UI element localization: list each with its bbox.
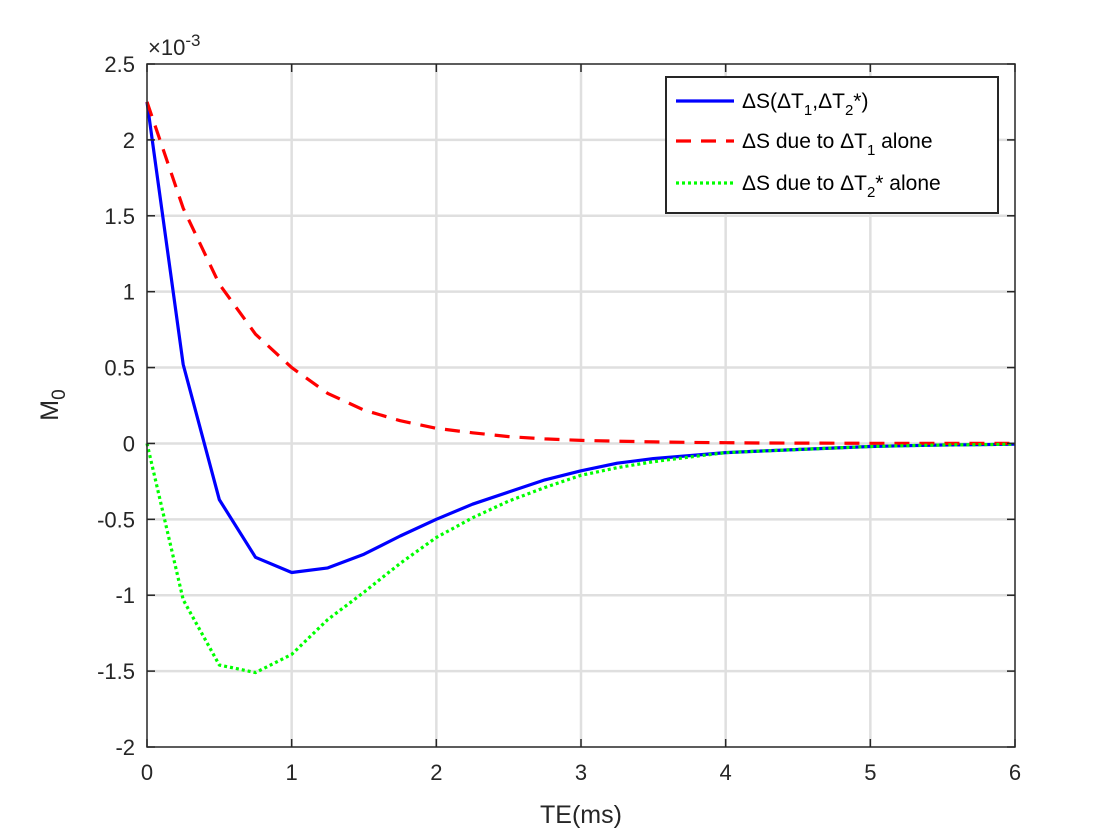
legend-label-3: ΔS due to ΔT2* alone <box>742 172 941 201</box>
y-tick-label: 2 <box>123 128 135 153</box>
x-tick-label: 5 <box>864 760 876 785</box>
ticks: 0 1 2 3 4 5 6 -2 -1.5 -1 -0.5 0 0.5 1 1.5 2 2.5 <box>97 52 1021 785</box>
legend-label-2: ΔS due to ΔT1 alone <box>742 130 933 159</box>
y-tick-label: 0.5 <box>104 356 135 381</box>
legend: ΔS(ΔT1,ΔT2*) ΔS due to ΔT1 alone ΔS due to… <box>665 76 999 214</box>
x-tick-label: 3 <box>575 760 587 785</box>
legend-label-1: ΔS(ΔT1,ΔT2*) <box>742 90 868 119</box>
y-tick-label: -0.5 <box>97 507 135 532</box>
x-tick-label: 2 <box>430 760 442 785</box>
series-lines <box>145 101 1016 675</box>
y-tick-label: 1 <box>123 280 135 305</box>
x-axis-label: TE(ms) <box>540 801 622 829</box>
x-tick-label: 6 <box>1009 760 1021 785</box>
y-tick-label: 0 <box>123 431 135 456</box>
y-axis-label: M0 <box>36 389 70 420</box>
x-tick-label: 1 <box>286 760 298 785</box>
series-line-2 <box>145 101 1015 445</box>
series-line-1 <box>145 101 1016 575</box>
y-tick-label: -1.5 <box>97 659 135 684</box>
y-tick-label: -1 <box>115 583 135 608</box>
y-tick-label: 1.5 <box>104 204 135 229</box>
svg-text:M0: M0 <box>36 389 70 420</box>
y-tick-label: -2 <box>115 735 135 760</box>
y-tick-label: 2.5 <box>104 52 135 77</box>
y-exponent-label: ×10-3 <box>148 31 200 60</box>
x-tick-label: 4 <box>720 760 732 785</box>
series-line-3 <box>145 442 1016 675</box>
x-tick-label: 0 <box>141 760 153 785</box>
